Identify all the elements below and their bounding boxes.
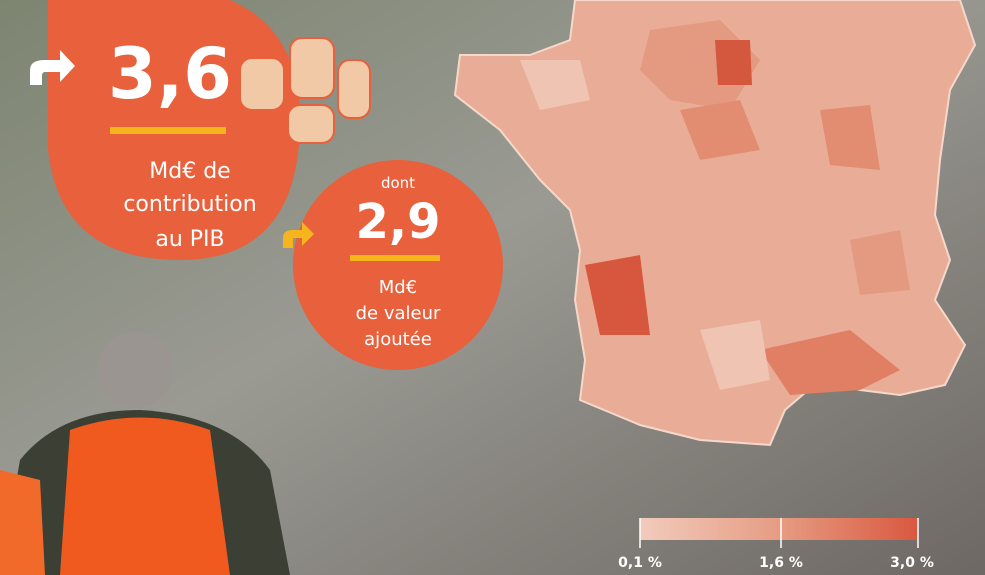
underline — [110, 127, 226, 134]
legend-label: 3,0 % — [890, 555, 934, 571]
infographic: 3,6 Md€ de contribution au PIB dont 2,9 … — [0, 0, 985, 575]
color-scale — [640, 518, 918, 540]
headline-line: au PIB — [155, 227, 224, 252]
page: 3,6 Md€ de contribution au PIB dont 2,9 … — [0, 0, 985, 575]
sub-line: ajoutée — [364, 329, 432, 350]
headline-value: 3,6 — [108, 33, 232, 115]
sub-prefix: dont — [381, 174, 415, 192]
legend-label: 1,6 % — [759, 555, 803, 571]
legend-label: 0,1 % — [618, 555, 662, 571]
sub-line: Md€ — [379, 277, 417, 298]
sub-line: de valeur — [356, 303, 441, 324]
headline-line: contribution — [123, 192, 256, 217]
sub-value: 2,9 — [355, 194, 440, 250]
headline-line: Md€ de — [149, 159, 230, 184]
underline — [350, 255, 440, 261]
